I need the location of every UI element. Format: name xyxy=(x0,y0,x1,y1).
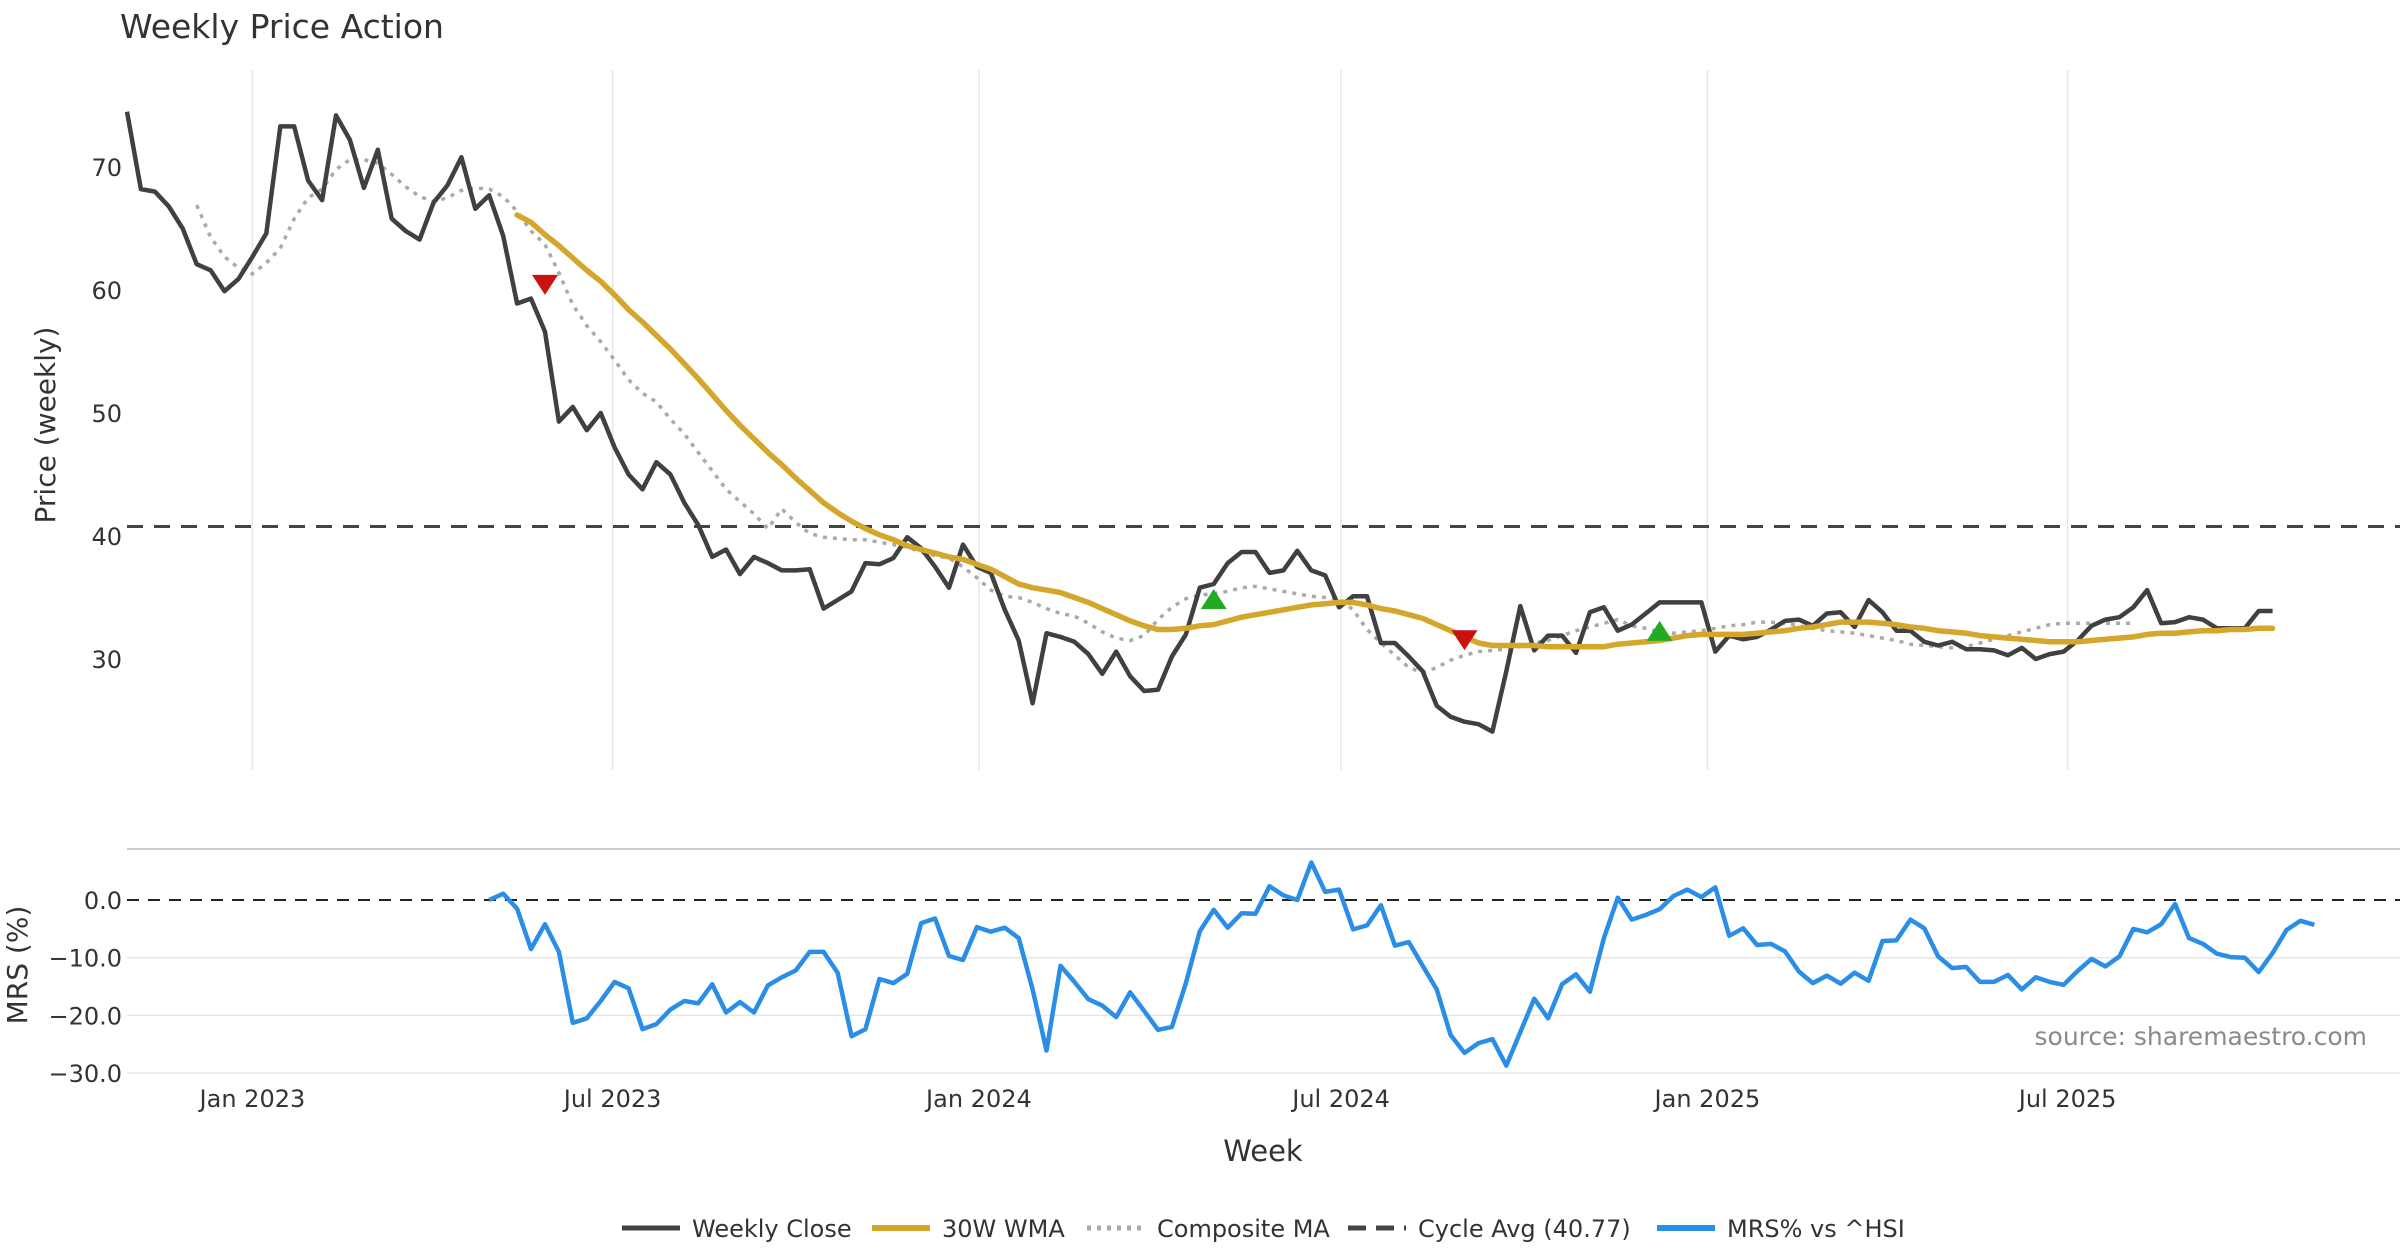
mrs-line xyxy=(488,860,2316,1068)
price-panel-gridlines xyxy=(251,70,2069,770)
price-y-axis-ticks: 30 40 50 60 70 xyxy=(91,154,122,674)
buy-signal-marker xyxy=(1646,620,1673,641)
price-y-tick-label: 60 xyxy=(91,277,122,305)
mrs-y-axis-ticks: 0.0 −10.0 −20.0 −30.0 xyxy=(48,887,122,1088)
sell-signal-marker xyxy=(1451,630,1478,651)
price-y-axis-label: Price (weekly) xyxy=(29,327,62,524)
legend-label: Composite MA xyxy=(1157,1215,1330,1243)
signal-markers xyxy=(532,274,1673,651)
price-y-tick-label: 70 xyxy=(91,154,122,182)
sell-signal-marker xyxy=(532,274,558,295)
x-tick-label: Jul 2023 xyxy=(562,1085,662,1113)
chart-title: Weekly Price Action xyxy=(120,7,444,46)
x-axis-label: Week xyxy=(1223,1134,1303,1168)
x-tick-label: Jan 2024 xyxy=(924,1085,1032,1113)
legend-label: Weekly Close xyxy=(692,1215,852,1243)
legend-label: 30W WMA xyxy=(942,1215,1065,1243)
mrs-y-tick-label: −30.0 xyxy=(48,1060,122,1088)
source-annotation: source: sharemaestro.com xyxy=(2035,1022,2368,1051)
price-y-tick-label: 30 xyxy=(91,646,122,674)
legend-label: MRS% vs ^HSI xyxy=(1727,1215,1905,1243)
wma-30w-line xyxy=(514,212,2276,650)
legend-label: Cycle Avg (40.77) xyxy=(1418,1215,1631,1243)
x-tick-label: Jul 2025 xyxy=(2017,1085,2117,1113)
x-tick-label: Jul 2024 xyxy=(1290,1085,1390,1113)
mrs-y-tick-label: −10.0 xyxy=(48,945,122,973)
mrs-y-tick-label: 0.0 xyxy=(84,887,122,915)
price-series-group xyxy=(124,111,2400,734)
x-axis-ticks: Jan 2023 Jul 2023 Jan 2024 Jul 2024 Jan 2025… xyxy=(198,1085,2117,1113)
price-y-tick-label: 40 xyxy=(91,523,122,551)
legend: Weekly Close 30W WMA Composite MA Cycle Avg… xyxy=(622,1215,1905,1243)
mrs-panel-gridlines xyxy=(127,956,2400,1074)
x-tick-label: Jan 2025 xyxy=(1653,1085,1761,1113)
mrs-y-tick-label: −20.0 xyxy=(48,1002,122,1030)
mrs-y-axis-label: MRS (%) xyxy=(1,906,34,1025)
price-y-tick-label: 50 xyxy=(91,400,122,428)
weekly-close-line xyxy=(124,111,2273,734)
mrs-series-group xyxy=(127,860,2400,1068)
buy-signal-marker xyxy=(1200,589,1227,609)
x-tick-label: Jan 2023 xyxy=(198,1085,306,1113)
